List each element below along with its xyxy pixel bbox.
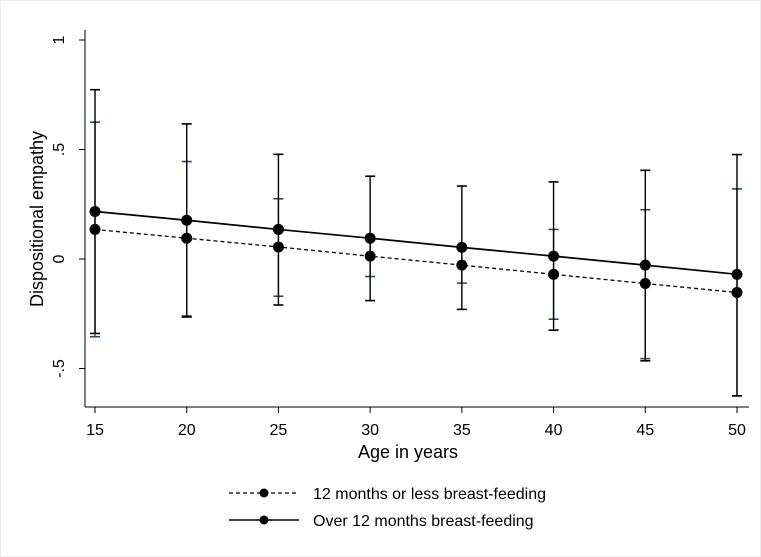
data-point (731, 268, 743, 280)
data-point (181, 232, 193, 244)
data-point (364, 232, 376, 244)
data-point (639, 278, 651, 290)
legend: 12 months or less breast-feeding Over 12… (229, 486, 546, 530)
x-tick-label: 45 (636, 422, 654, 439)
x-tick-label: 50 (728, 422, 746, 439)
y-tick-label: .5 (51, 143, 68, 156)
x-axis-title: Age in years (358, 442, 458, 462)
data-point (89, 205, 101, 217)
y-tick-label: 0 (51, 254, 68, 263)
x-tick-label: 35 (453, 422, 471, 439)
data-point (456, 241, 468, 253)
legend-marker (259, 488, 269, 498)
y-tick-label: -.5 (51, 359, 68, 378)
x-tick-label: 20 (178, 422, 196, 439)
legend-label-1: 12 months or less breast-feeding (313, 486, 546, 503)
data-point (548, 250, 560, 262)
axes: 15 20 25 30 35 40 45 50 -.5 0 .5 1 (51, 30, 749, 439)
x-tick-label: 15 (86, 422, 104, 439)
data-point (639, 259, 651, 271)
data-point (364, 250, 376, 262)
series-points (89, 205, 743, 299)
data-point (272, 241, 284, 253)
legend-label-2: Over 12 months breast-feeding (313, 513, 534, 530)
y-tick-label: 1 (51, 35, 68, 44)
legend-item-2: Over 12 months breast-feeding (229, 513, 534, 530)
x-tick-label: 30 (361, 422, 379, 439)
x-tick-label: 25 (270, 422, 288, 439)
y-axis-title: Dispositional empathy (27, 131, 47, 307)
series-line-12-months-or-less (94, 228, 738, 294)
data-point (548, 268, 560, 280)
data-point (272, 223, 284, 235)
legend-marker (259, 515, 269, 525)
data-point (456, 259, 468, 271)
data-point (731, 287, 743, 299)
legend-item-1: 12 months or less breast-feeding (229, 486, 546, 503)
series-lines (94, 210, 738, 294)
data-point (181, 214, 193, 226)
x-tick-label: 40 (545, 422, 563, 439)
data-point (89, 223, 101, 235)
series-line-over-12-months (94, 210, 738, 276)
